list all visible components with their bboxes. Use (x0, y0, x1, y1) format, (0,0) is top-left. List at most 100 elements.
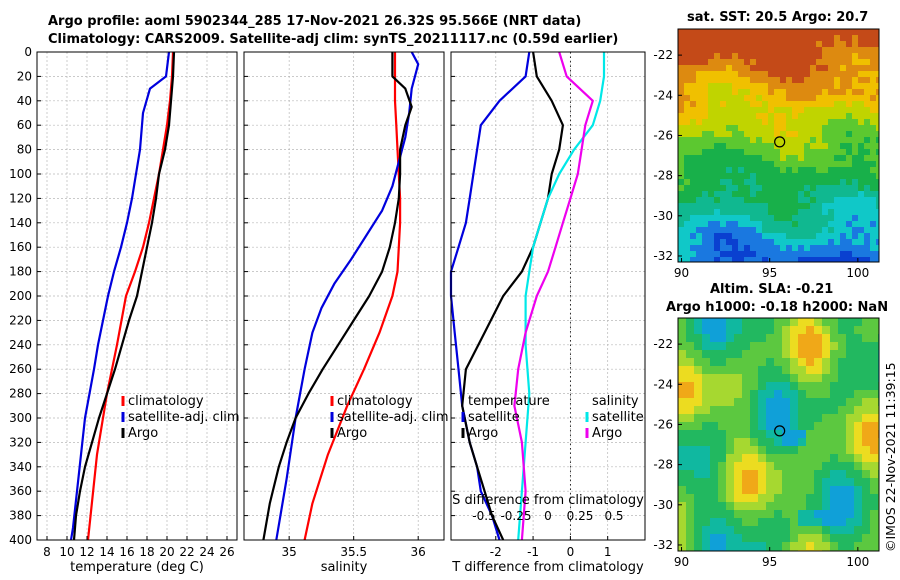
map-cell (678, 518, 686, 526)
map-cell (694, 462, 702, 470)
map-cell (822, 47, 828, 53)
map-cell (846, 406, 854, 414)
map-cell (720, 137, 726, 143)
map-cell (696, 71, 702, 77)
map-cell (790, 486, 798, 494)
map-cell (762, 107, 768, 113)
map-cell (792, 227, 798, 233)
map-cell (774, 89, 780, 95)
map-cell (684, 89, 690, 95)
map-cell (810, 53, 816, 59)
map-cell (766, 446, 774, 454)
map-cell (870, 542, 878, 550)
map-cell (718, 534, 726, 542)
map-cell (710, 422, 718, 430)
map-cell (816, 107, 822, 113)
map-cell (828, 107, 834, 113)
map-cell (738, 35, 744, 41)
map-cell (828, 95, 834, 101)
map-cell (810, 125, 816, 131)
map-cell (846, 209, 852, 215)
map-cell (806, 430, 814, 438)
map-cell (690, 209, 696, 215)
map-cell (846, 161, 852, 167)
map-cell (684, 185, 690, 191)
map-cell (678, 326, 686, 334)
map-cell (710, 438, 718, 446)
map-cell (790, 342, 798, 350)
map-cell (828, 215, 834, 221)
map-cell (828, 221, 834, 227)
map-cell (678, 47, 684, 53)
map-cell (750, 215, 756, 221)
map-cell (870, 342, 878, 350)
map-cell (756, 203, 762, 209)
map-cell (834, 125, 840, 131)
map-cell (758, 430, 766, 438)
map-cell (804, 221, 810, 227)
map-cell (690, 47, 696, 53)
map-cell (870, 494, 878, 502)
map-cell (718, 342, 726, 350)
map-cell (816, 41, 822, 47)
map-cell (828, 29, 834, 35)
map-cell (708, 191, 714, 197)
map-cell (678, 374, 686, 382)
map-cell (686, 438, 694, 446)
map-cell (810, 83, 816, 89)
map-cell (834, 107, 840, 113)
map-cell (768, 173, 774, 179)
map-cell (804, 179, 810, 185)
map-cell (726, 227, 732, 233)
map-cell (858, 251, 864, 257)
series-temperature-argo (461, 51, 565, 541)
map-cell (702, 502, 710, 510)
map-cell (822, 334, 830, 342)
map-cell (768, 89, 774, 95)
map-cell (780, 215, 786, 221)
map-cell (854, 334, 862, 342)
map-cell (738, 53, 744, 59)
map-cell (690, 137, 696, 143)
map-cell (762, 221, 768, 227)
map-cell (702, 71, 708, 77)
map-cell (822, 125, 828, 131)
map-cell (804, 107, 810, 113)
map-cell (798, 149, 804, 155)
map-cell (758, 318, 766, 326)
map-cell (858, 155, 864, 161)
map-x-tick-label: 90 (674, 266, 689, 280)
map-cell (780, 179, 786, 185)
map-cell (876, 161, 879, 167)
map-cell (858, 233, 864, 239)
map-cell (780, 119, 786, 125)
map-cell (814, 478, 822, 486)
map-cell (762, 197, 768, 203)
x-tick-label: 24 (199, 545, 214, 559)
map-cell (744, 29, 750, 35)
map-cell (714, 107, 720, 113)
map-cell (792, 41, 798, 47)
map-cell (804, 173, 810, 179)
map-cell (876, 137, 879, 143)
map-cell (786, 167, 792, 173)
map-cell (742, 486, 750, 494)
map-cell (702, 318, 710, 326)
map-y-tick-label: -26 (653, 417, 673, 431)
map-cell (756, 143, 762, 149)
map-cell (734, 518, 742, 526)
map-cell (816, 155, 822, 161)
x-axis-label: salinity (321, 560, 368, 575)
map-cell (696, 167, 702, 173)
map-cell (768, 257, 774, 262)
map-cell (756, 95, 762, 101)
map-cell (804, 161, 810, 167)
map-cell (852, 257, 858, 262)
map-cell (702, 526, 710, 534)
map-cell (846, 334, 854, 342)
map-cell (858, 209, 864, 215)
map-cell (828, 101, 834, 107)
map-cell (822, 390, 830, 398)
map-cell (678, 83, 684, 89)
map-cell (864, 203, 870, 209)
